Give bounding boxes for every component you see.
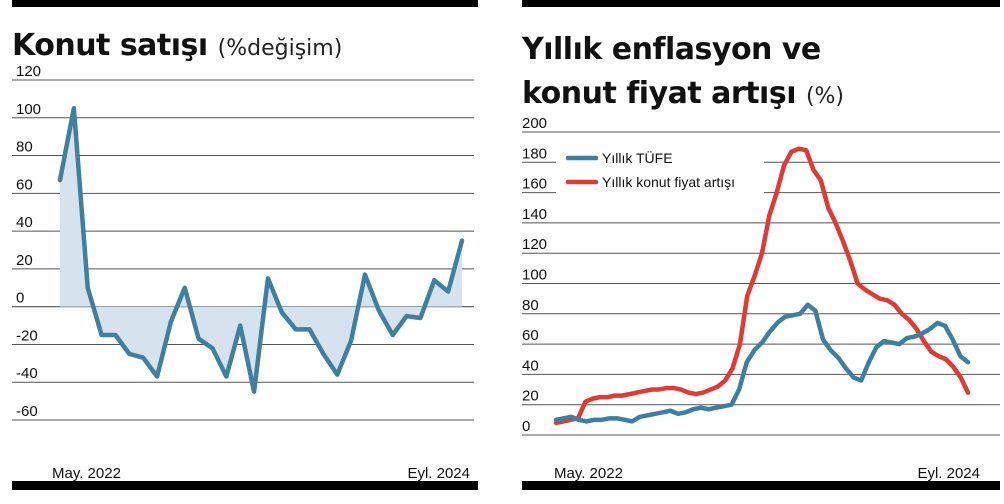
x-start-label: May. 2022 [52, 465, 121, 482]
series-line [57, 106, 465, 394]
y-tick-label: 180 [522, 145, 547, 162]
y-tick-label: 20 [16, 252, 33, 269]
series-line-tufe [553, 302, 971, 424]
chart-title-line-2: konut fiyat artışı [522, 76, 796, 111]
chart-unit: (%) [805, 84, 845, 109]
chart-title: Yıllık enflasyon ve konut fiyat artışı (… [522, 28, 844, 119]
chart-title-text: Konut satışı [12, 28, 208, 63]
chart-title-line-1: Yıllık enflasyon ve [522, 32, 821, 67]
area-fill [60, 108, 462, 392]
y-tick-label: -40 [16, 365, 38, 382]
legend: Yıllık TÜFE Yıllık konut fiyat artışı [556, 149, 764, 198]
y-tick-label: 160 [522, 176, 547, 193]
bottom-rule [12, 481, 478, 490]
x-end-label: Eyl. 2024 [917, 465, 980, 482]
y-tick-label: 80 [16, 139, 33, 156]
y-tick-label: 0 [522, 418, 530, 435]
y-tick-label: 20 [522, 388, 539, 405]
legend-label: Yıllık konut fiyat artışı [602, 174, 735, 190]
chart-title: Konut satışı (%değişim) [12, 28, 342, 63]
y-tick-label: 80 [522, 297, 539, 314]
chart-panel-konut-satisi: Konut satışı (%değişim) 120 100 80 60 40 20 0 -… [0, 0, 490, 504]
x-end-label: Eyl. 2024 [407, 465, 470, 482]
y-tick-label: 100 [522, 267, 547, 284]
top-rule [12, 0, 478, 7]
y-tick-label: 120 [16, 63, 41, 80]
chart-panel-enflasyon: Yıllık enflasyon ve konut fiyat artışı (… [516, 0, 1004, 504]
y-tick-label: 60 [522, 327, 539, 344]
bottom-rule [522, 481, 1000, 490]
y-tick-label: 100 [16, 101, 41, 118]
y-tick-label: 140 [522, 206, 547, 223]
top-rule [522, 0, 1000, 7]
y-tick-label: 0 [16, 290, 24, 307]
y-tick-label: -60 [16, 403, 38, 420]
series-line-konut-fiyat [553, 146, 971, 426]
y-tick-label: 60 [16, 176, 33, 193]
y-tick-label: 120 [522, 236, 547, 253]
chart-plot-area: 120 100 80 60 40 20 0 -20 -40 -60 May. 2022 Eyl. 20… [12, 63, 474, 482]
legend-label: Yıllık TÜFE [602, 149, 673, 166]
y-tick-label: 40 [522, 357, 539, 374]
y-tick-label: -20 [16, 327, 38, 344]
chart-unit: (%değişim) [217, 36, 343, 61]
y-tick-label: 40 [16, 214, 33, 231]
x-start-label: May. 2022 [554, 465, 623, 482]
y-tick-label: 200 [522, 115, 547, 132]
